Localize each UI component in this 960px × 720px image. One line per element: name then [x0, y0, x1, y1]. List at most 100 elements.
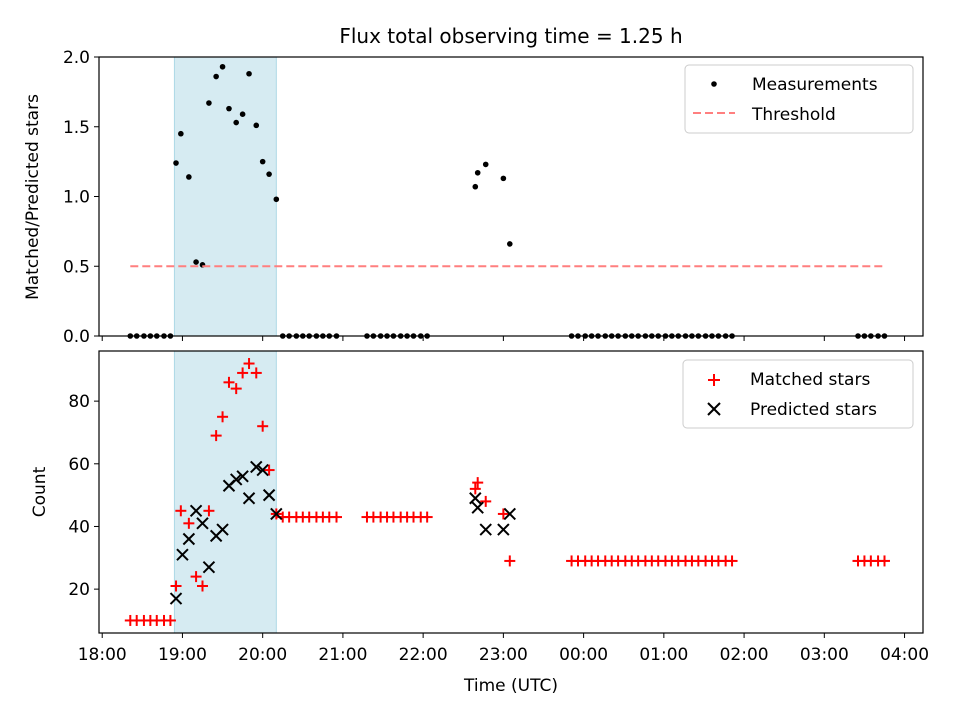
panel-bottom-ylabel: Count: [30, 466, 50, 517]
matched-star-point: [223, 376, 235, 388]
measurement-point: [206, 100, 212, 106]
x-tick-label: 23:00: [479, 645, 528, 665]
predicted-star-point: [270, 507, 283, 521]
predicted-star-point: [469, 492, 482, 505]
measurement-point: [246, 70, 252, 77]
predicted-star-point: [196, 517, 209, 530]
y-tick-label: 20: [68, 580, 90, 600]
matched-star-point: [726, 555, 738, 567]
x-tick-label: 00:00: [559, 645, 608, 665]
matched-star-point: [237, 367, 249, 379]
panel-bottom-frame: [98, 350, 924, 634]
predicted-star-point: [229, 473, 243, 486]
matched-star-point: [197, 580, 209, 592]
matched-star-point: [203, 505, 215, 517]
x-axis-label: Time (UTC): [463, 676, 558, 696]
x-tick-label: 02:00: [720, 645, 769, 665]
measurement-point: [506, 241, 513, 247]
predicted-star-point: [242, 492, 256, 505]
matched-star-point: [421, 511, 433, 523]
x-tick-label: 01:00: [639, 645, 688, 665]
legend-predicted-label: Predicted stars: [750, 400, 877, 420]
predicted-star-point: [479, 523, 492, 536]
measurement-point: [482, 161, 489, 168]
panel-top-ylabel: Matched/Predicted stars: [23, 94, 43, 300]
y-tick-label: 0.5: [63, 257, 90, 277]
legend-predicted-marker: [707, 402, 721, 416]
matched-star-point: [164, 614, 176, 626]
measurement-point: [266, 171, 272, 177]
x-tick-label: 19:00: [158, 645, 207, 665]
measurement-point: [186, 174, 192, 180]
matched-star-point: [190, 571, 202, 583]
predicted-star-point: [182, 532, 196, 546]
panel-bottom-x-axis: 18:00 19:00 20:00 21:00 22:00 23:00 00:00 01:00…: [78, 633, 929, 665]
measurement-point: [173, 160, 179, 166]
chart-title: Flux total observing time = 1.25 h: [339, 24, 682, 48]
x-tick-label: 18:00: [78, 645, 127, 665]
measurement-point: [273, 196, 280, 203]
matched-star-point: [210, 430, 222, 442]
x-tick-label: 21:00: [318, 645, 367, 665]
legend-threshold-label: Threshold: [751, 105, 836, 125]
predicted-star-point: [176, 548, 189, 561]
matched-star-point: [183, 517, 195, 529]
panel-bottom-marks: [124, 358, 890, 626]
measurement-point: [233, 119, 239, 126]
y-tick-label: 40: [68, 517, 90, 537]
measurement-point: [193, 259, 199, 265]
matched-star-point: [504, 555, 516, 567]
legend-matched-marker: [708, 374, 720, 386]
measurement-point: [226, 105, 232, 112]
panel-bottom-shaded-span: [173, 350, 277, 634]
matched-star-point: [497, 508, 509, 520]
matched-star-point: [243, 358, 255, 370]
predicted-star-point: [216, 523, 229, 536]
y-tick-label: 0.0: [63, 327, 90, 347]
panel-bottom-y-axis: 20 40 60 80: [68, 392, 99, 600]
measurement-point: [472, 183, 479, 190]
matched-star-point: [878, 555, 890, 567]
y-tick-label: 80: [68, 392, 90, 412]
predicted-star-point: [236, 470, 249, 483]
panel-top-shaded-span: [173, 56, 277, 337]
x-tick-label: 20:00: [238, 645, 287, 665]
legend-measurements-label: Measurements: [752, 75, 878, 95]
measurement-point: [213, 73, 219, 80]
predicted-star-point: [189, 504, 203, 518]
matched-star-point: [257, 420, 269, 432]
measurement-point: [178, 130, 184, 137]
panel-bottom: 20 40 60 80 18:00 19:00 20:00 21:00 22:00 23:00 0…: [30, 350, 929, 696]
matched-star-point: [480, 495, 492, 507]
panel-bottom-legend: Matched stars Predicted stars: [682, 359, 914, 429]
matched-star-point: [472, 477, 484, 489]
matched-star-point: [250, 367, 262, 379]
y-tick-label: 1.0: [63, 188, 90, 208]
matched-star-point: [263, 464, 275, 476]
y-tick-label: 60: [68, 455, 90, 475]
predicted-star-point: [256, 463, 269, 477]
measurement-point: [259, 158, 266, 165]
y-tick-label: 1.5: [63, 118, 90, 138]
predicted-star-point: [169, 592, 183, 605]
measurement-point: [239, 111, 246, 117]
panel-top-legend: Measurements Threshold: [684, 64, 914, 134]
legend-box: [684, 64, 914, 134]
predicted-star-point: [202, 560, 216, 574]
x-tick-label: 04:00: [880, 645, 929, 665]
matched-star-point: [217, 411, 229, 423]
predicted-star-point: [503, 507, 517, 521]
predicted-star-point: [497, 523, 510, 536]
predicted-star-point: [471, 501, 484, 514]
measurement-point: [219, 63, 226, 70]
y-tick-label: 2.0: [63, 48, 90, 68]
matched-star-point: [175, 505, 187, 517]
measurement-point: [253, 122, 260, 129]
legend-measurements-marker: [711, 81, 717, 87]
predicted-star-point: [250, 460, 263, 474]
legend-box: [682, 359, 914, 429]
matched-star-point: [330, 511, 342, 523]
legend-matched-label: Matched stars: [750, 370, 870, 390]
predicted-star-point: [262, 488, 276, 502]
